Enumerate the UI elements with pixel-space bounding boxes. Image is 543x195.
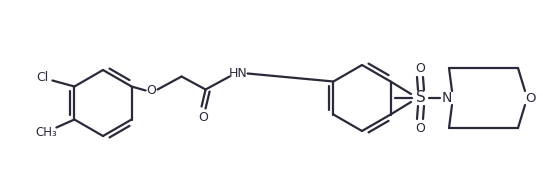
Text: O: O — [415, 61, 425, 74]
Text: N: N — [442, 91, 452, 105]
Text: O: O — [147, 84, 156, 97]
Text: Cl: Cl — [36, 71, 48, 84]
Text: O: O — [526, 91, 536, 105]
Text: S: S — [416, 90, 426, 105]
Text: O: O — [199, 111, 209, 124]
Text: CH₃: CH₃ — [35, 126, 58, 139]
Text: O: O — [415, 121, 425, 135]
Text: HN: HN — [229, 67, 248, 80]
